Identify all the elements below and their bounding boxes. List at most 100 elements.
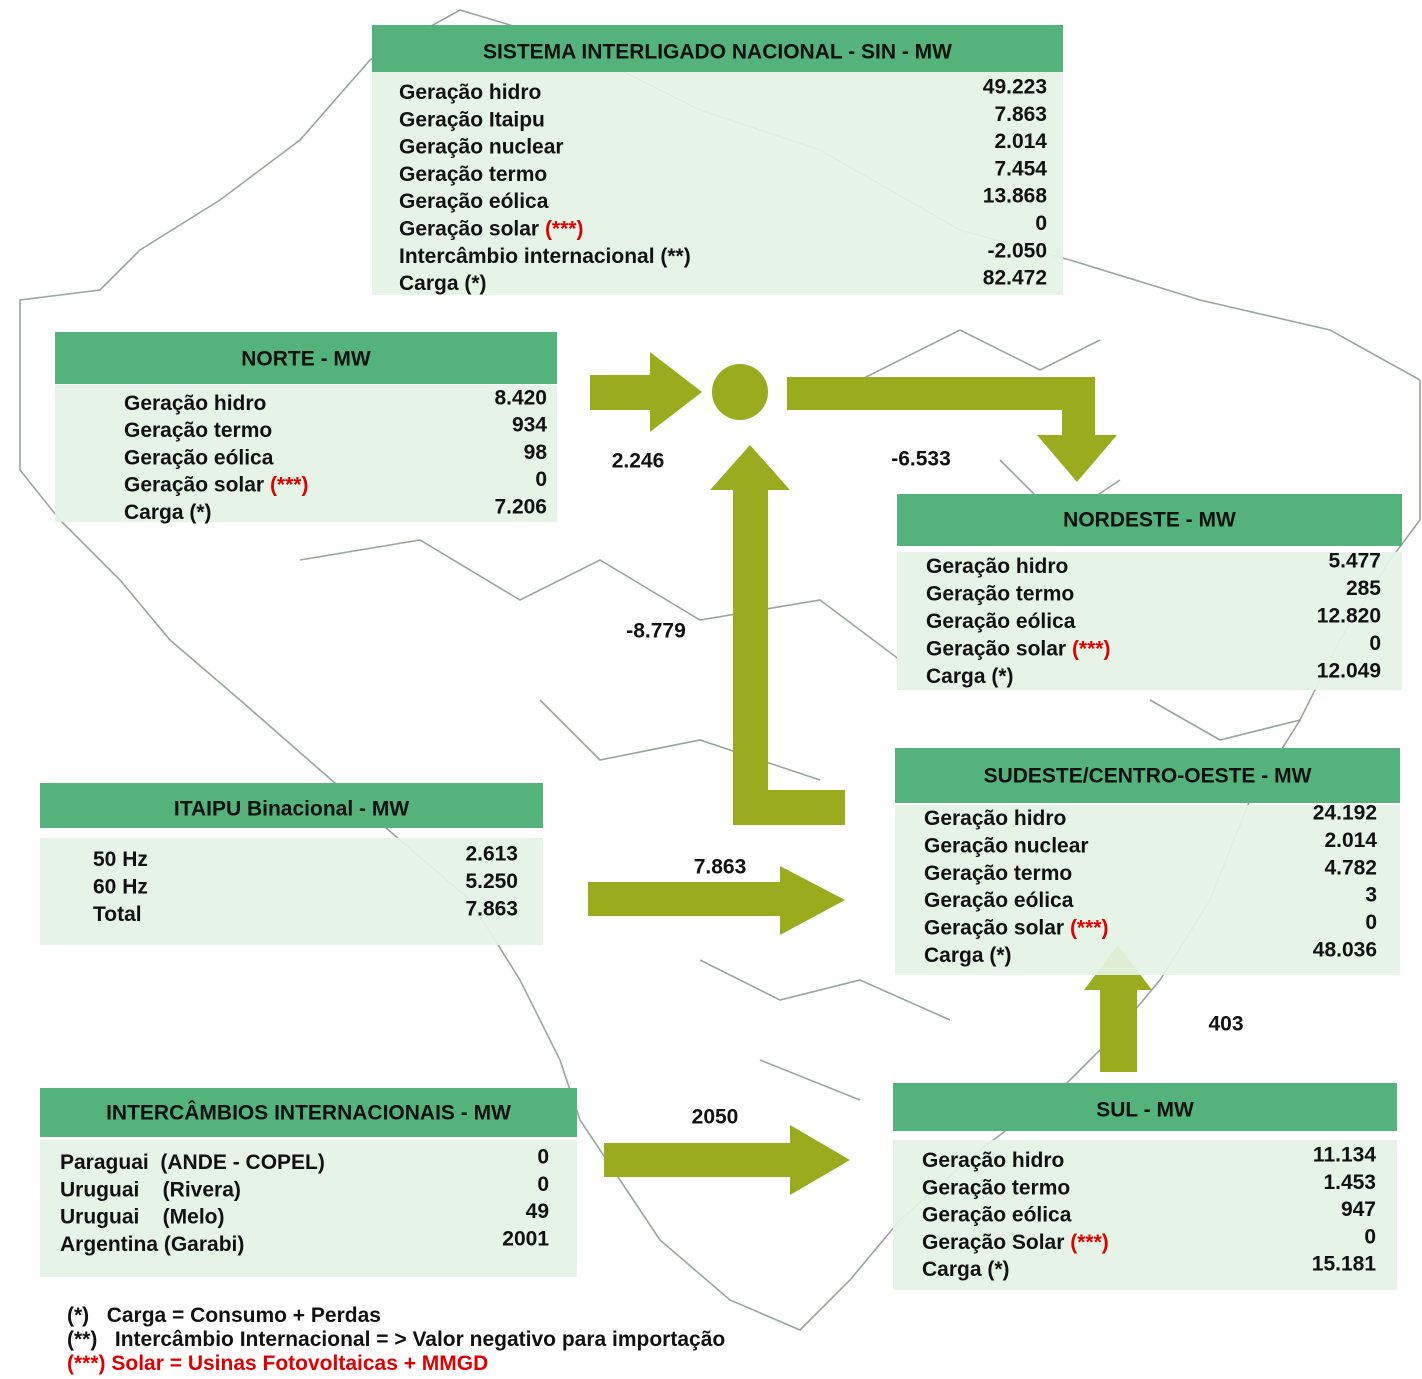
panel-sudeste: SUDESTE/CENTRO-OESTE - MW Geração hidro 24… bbox=[895, 748, 1400, 975]
panel-header bbox=[372, 25, 1063, 72]
panel-body bbox=[55, 385, 557, 522]
arrow-internacional bbox=[604, 1125, 850, 1195]
row-label: Uruguai (Rivera) bbox=[60, 1178, 241, 1201]
panel-header bbox=[55, 332, 557, 384]
state-borders bbox=[299, 329, 1301, 1101]
flow-value: 2.246 bbox=[612, 450, 665, 473]
label-text: Geração hidro bbox=[926, 555, 1068, 578]
row-value: -2.050 bbox=[987, 239, 1047, 262]
row-value: 11.134 bbox=[1313, 1144, 1376, 1167]
panel-nordeste: NORDESTE - MW Geração hidro 5.477 Geração t… bbox=[897, 494, 1402, 690]
label-text: Geração hidro bbox=[124, 392, 266, 415]
row-value: 2.014 bbox=[994, 130, 1047, 153]
arrow-nordeste bbox=[787, 377, 1117, 482]
label-text: Total bbox=[93, 903, 142, 926]
row-label: Uruguai (Melo) bbox=[60, 1205, 225, 1228]
row-value: 0 bbox=[1369, 632, 1381, 655]
label-text: Carga (*) bbox=[926, 665, 1014, 688]
label-text: Geração nuclear bbox=[924, 834, 1089, 857]
panel-header bbox=[40, 1088, 577, 1137]
row-label: Geração solar (***) bbox=[924, 916, 1108, 939]
footnote-mark: (*) bbox=[67, 1304, 89, 1327]
label-text: Geração termo bbox=[922, 1176, 1070, 1199]
row-label: Geração hidro bbox=[124, 392, 266, 415]
label-text: Geração termo bbox=[924, 861, 1072, 884]
row-value: 0 bbox=[535, 468, 547, 491]
row-value: 0 bbox=[1364, 1225, 1376, 1248]
row-value: 15.181 bbox=[1312, 1253, 1377, 1276]
label-text: Geração solar bbox=[926, 637, 1066, 660]
label-text: Paraguai (ANDE - COPEL) bbox=[60, 1151, 325, 1174]
row-label: Argentina (Garabi) bbox=[60, 1232, 244, 1255]
row-label: Geração eólica bbox=[399, 190, 549, 213]
flow-value: -8.779 bbox=[626, 620, 686, 643]
row-value: 7.863 bbox=[465, 898, 518, 921]
row-value: 0 bbox=[537, 1146, 549, 1169]
label-text: Uruguai (Rivera) bbox=[60, 1178, 241, 1201]
row-label: Geração hidro bbox=[926, 555, 1068, 578]
row-value: 1.453 bbox=[1323, 1171, 1376, 1194]
label-text: Carga (*) bbox=[922, 1258, 1010, 1281]
arrow-norte bbox=[590, 352, 702, 432]
label-text: Geração eólica bbox=[924, 889, 1074, 912]
arrow-itaipu bbox=[588, 866, 845, 935]
row-value: 7.863 bbox=[994, 103, 1047, 126]
row-value: 12.049 bbox=[1317, 660, 1381, 683]
footnote-text: Solar = Usinas Fotovoltaicas + MMGD bbox=[111, 1352, 488, 1375]
footnote-text: Intercâmbio Internacional = > Valor nega… bbox=[115, 1328, 725, 1351]
row-label: Geração solar (***) bbox=[926, 637, 1110, 660]
row-value: 0 bbox=[1365, 911, 1377, 934]
footnote: (***) Solar = Usinas Fotovoltaicas + MMG… bbox=[67, 1352, 488, 1375]
label-text: Geração nuclear bbox=[399, 135, 564, 158]
flow-value: 2050 bbox=[692, 1106, 739, 1129]
footnote-text: Carga = Consumo + Perdas bbox=[107, 1304, 381, 1327]
panel-norte: NORTE - MW Geração hidro 8.420 Geração term… bbox=[55, 332, 557, 523]
label-text: Carga (*) bbox=[124, 500, 212, 523]
row-value: 48.036 bbox=[1313, 939, 1377, 962]
arrow-sul bbox=[1084, 945, 1152, 1072]
panel-title: SUL - MW bbox=[1096, 1099, 1194, 1122]
row-value: 49 bbox=[526, 1200, 549, 1223]
row-label: Geração solar (***) bbox=[399, 217, 583, 240]
row-value: 5.477 bbox=[1328, 550, 1381, 573]
row-value: 285 bbox=[1346, 577, 1381, 600]
row-value: 2.613 bbox=[465, 843, 518, 866]
row-value: 4.782 bbox=[1324, 856, 1377, 879]
row-label: Geração hidro bbox=[922, 1149, 1064, 1172]
flow-value: -6.533 bbox=[891, 448, 951, 471]
row-label: Geração eólica bbox=[926, 610, 1076, 633]
label-text: Geração hidro bbox=[924, 807, 1066, 830]
footnote-mark: (***) bbox=[67, 1352, 106, 1375]
row-label: Carga (*) bbox=[399, 272, 487, 295]
label-text: Geração eólica bbox=[926, 610, 1076, 633]
label-text: Geração termo bbox=[399, 162, 547, 185]
row-value: 24.192 bbox=[1313, 802, 1377, 825]
row-label: Geração Itaipu bbox=[399, 108, 545, 131]
row-label: Geração eólica bbox=[922, 1203, 1072, 1226]
row-label: Carga (*) bbox=[926, 665, 1014, 688]
row-value: 2.014 bbox=[1324, 829, 1377, 852]
footnote-mark: (**) bbox=[67, 1328, 97, 1351]
panel-title: NORTE - MW bbox=[241, 348, 371, 371]
label-text: Carga (*) bbox=[399, 272, 487, 295]
panel-body bbox=[897, 552, 1402, 690]
panel-itaipu: ITAIPU Binacional - MW 50 Hz 2.613 60 Hz 5.2… bbox=[40, 783, 543, 945]
label-note: (***) bbox=[545, 217, 584, 240]
arrow-sudeste-norte bbox=[710, 445, 845, 825]
label-text: Geração hidro bbox=[399, 81, 541, 104]
label-text: Geração eólica bbox=[922, 1203, 1072, 1226]
footnote: (*) Carga = Consumo + Perdas bbox=[67, 1304, 381, 1327]
flow-value: 403 bbox=[1208, 1013, 1243, 1036]
panel-sin: SISTEMA INTERLIGADO NACIONAL - SIN - MW G… bbox=[372, 25, 1063, 295]
label-note: (***) bbox=[1070, 1230, 1109, 1253]
row-label: Geração hidro bbox=[924, 807, 1066, 830]
row-label: Geração termo bbox=[924, 861, 1072, 884]
label-text: Geração termo bbox=[926, 582, 1074, 605]
row-label: Total bbox=[93, 903, 142, 926]
row-value: 12.820 bbox=[1317, 605, 1381, 628]
panel-body bbox=[372, 72, 1063, 295]
row-label: Geração hidro bbox=[399, 81, 541, 104]
label-text: Geração eólica bbox=[124, 446, 274, 469]
row-label: Geração termo bbox=[124, 419, 272, 442]
